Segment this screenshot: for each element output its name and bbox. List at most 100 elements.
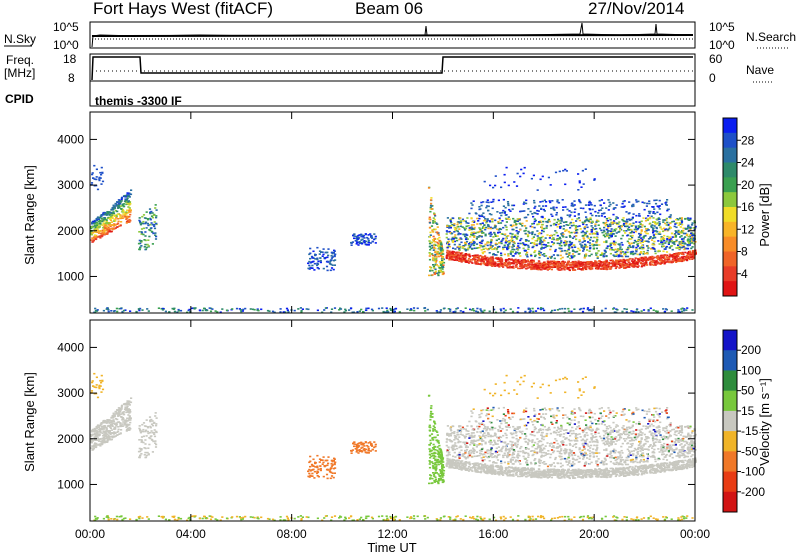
echo-cell (487, 227, 490, 230)
echo-cell (99, 445, 102, 447)
echo-cell (611, 248, 614, 251)
echo-cell (114, 435, 117, 437)
echo-cell (511, 266, 514, 269)
echo-cell (660, 228, 663, 230)
echo-cell (129, 193, 133, 196)
echo-cell (497, 238, 500, 240)
echo-cell (657, 249, 660, 252)
echo-cell (592, 228, 595, 231)
echo-cell (91, 429, 94, 432)
echo-cell (103, 230, 107, 232)
echo-cell (639, 261, 643, 264)
echo-cell (145, 211, 148, 213)
echo-cell (98, 443, 101, 445)
echo-cell (637, 311, 640, 313)
echo-cell (103, 435, 107, 437)
echo-cell (447, 245, 450, 248)
echo-cell (113, 310, 116, 313)
echo-cell (455, 229, 458, 232)
echo-cell (589, 212, 592, 215)
echo-cell (519, 175, 522, 178)
echo-cell (633, 266, 636, 268)
echo-cell (540, 207, 543, 210)
echo-cell (657, 233, 660, 235)
echo-cell (456, 230, 459, 233)
echo-cell (526, 267, 529, 269)
echo-cell (576, 263, 580, 266)
echo-cell (680, 231, 683, 233)
echo-cell (539, 262, 542, 265)
echo-cell (492, 261, 495, 264)
echo-cell (429, 234, 432, 236)
echo-cell (568, 210, 571, 212)
echo-cell (453, 256, 456, 258)
echo-cell (125, 199, 128, 201)
echo-cell (120, 429, 123, 431)
echo-cell (587, 241, 590, 243)
echo-cell (474, 259, 477, 262)
echo-cell (109, 230, 112, 233)
echo-cell (647, 247, 650, 249)
echo-cell (524, 260, 527, 262)
echo-cell (532, 310, 535, 313)
echo-cell (575, 262, 578, 264)
echo-cell (447, 238, 450, 240)
echo-cell (605, 259, 608, 262)
echo-cell (672, 242, 675, 244)
echo-cell (139, 450, 142, 453)
echo-cell (604, 232, 607, 235)
echo-cell (438, 261, 442, 263)
echo-cell (128, 209, 131, 212)
echo-cell (527, 244, 530, 247)
echo-cell (138, 217, 141, 219)
echo-cell (552, 263, 555, 266)
echo-cell (620, 241, 623, 244)
echo-cell (486, 260, 489, 263)
echo-cell (516, 220, 519, 222)
echo-cell (543, 253, 546, 255)
echo-cell (544, 264, 547, 267)
echo-cell (573, 231, 576, 234)
echo-cell (90, 441, 93, 444)
echo-cell (309, 252, 312, 255)
echo-cell (482, 226, 485, 228)
echo-cell (331, 256, 334, 258)
echo-cell (549, 245, 553, 248)
echo-cell (356, 311, 359, 313)
echo-cell (459, 223, 463, 225)
echo-cell (121, 419, 124, 421)
echo-cell (501, 211, 504, 214)
echo-cell (574, 228, 577, 230)
echo-cell (569, 227, 572, 229)
echo-cell (150, 222, 153, 224)
echo-cell (435, 272, 438, 275)
echo-cell (467, 244, 470, 247)
echo-cell (556, 265, 559, 267)
echo-cell (631, 250, 635, 253)
echo-cell (687, 250, 690, 253)
echo-cell (661, 254, 664, 257)
echo-cell (675, 218, 678, 221)
echo-cell (524, 240, 528, 242)
echo-cell (587, 204, 590, 206)
echo-cell (114, 210, 117, 212)
echo-cell (451, 251, 454, 254)
echo-cell (555, 261, 558, 263)
echo-cell (112, 428, 116, 430)
echo-cell (501, 263, 504, 265)
echo-cell (543, 217, 546, 220)
echo-cell (691, 246, 694, 248)
echo-cell (594, 262, 597, 264)
echo-cell (121, 215, 124, 217)
echo-cell (126, 417, 129, 420)
echo-cell (99, 220, 102, 223)
echo-cell (606, 247, 609, 249)
echo-cell (468, 246, 471, 249)
echo-cell (654, 252, 657, 255)
echo-cell (116, 207, 120, 209)
echo-cell (429, 266, 432, 268)
echo-cell (511, 233, 514, 235)
echo-cell (628, 265, 631, 267)
echo-cell (550, 257, 553, 259)
echo-cell (606, 263, 609, 266)
